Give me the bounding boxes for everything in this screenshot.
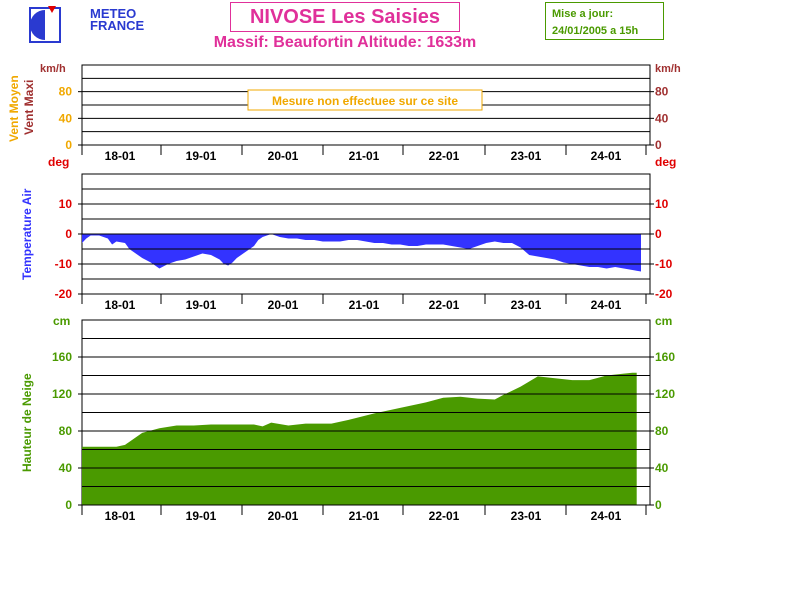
logo-text-meteo: METEO <box>90 6 137 21</box>
snow-grid <box>82 319 650 506</box>
y-tick-label: 40 <box>59 461 73 475</box>
y-tick-label: 40 <box>59 111 73 125</box>
y-tick-label: 0 <box>65 227 72 241</box>
x-tick-label: 21-01 <box>349 149 380 163</box>
x-tick-label: 19-01 <box>186 509 217 523</box>
temp-series-area <box>82 234 641 272</box>
y-tick-label: 40 <box>655 461 669 475</box>
x-tick-label: 19-01 <box>186 149 217 163</box>
x-tick-label: 22-01 <box>429 149 460 163</box>
page-subtitle: Massif: Beaufortin Altitude: 1633m <box>213 34 477 51</box>
snow-x-axis: 18-01 19-01 20-01 21-01 22-01 23-01 24-01 <box>81 505 647 523</box>
snow-unit-left: cm <box>53 314 70 328</box>
temp-unit-left: deg <box>48 155 69 169</box>
x-tick-label: 23-01 <box>511 149 542 163</box>
y-tick-label: 80 <box>655 85 669 99</box>
y-tick-label: 0 <box>65 138 72 152</box>
y-tick-label: 0 <box>655 227 662 241</box>
y-tick-label: 10 <box>59 197 73 211</box>
wind-grid <box>82 64 650 146</box>
y-tick-label: -20 <box>55 287 73 301</box>
snow-panel: 0 0 40 40 80 80 120 120 160 160 18-01 19-01 20-01 21… <box>20 314 675 523</box>
wind-x-axis: 18-01 19-01 20-01 21-01 22-01 23-01 24-01 <box>81 145 647 163</box>
temp-grid <box>82 173 650 295</box>
y-tick-label: 160 <box>655 350 675 364</box>
logo-emblem-icon <box>29 6 61 43</box>
x-tick-label: 20-01 <box>268 298 299 312</box>
x-tick-label: 24-01 <box>591 298 622 312</box>
x-tick-label: 21-01 <box>349 298 380 312</box>
update-label: Mise a jour: <box>552 8 614 20</box>
y-tick-label: 0 <box>65 498 72 512</box>
x-tick-label: 22-01 <box>429 298 460 312</box>
meteo-france-logo: METEO FRANCE <box>28 4 144 46</box>
x-tick-label: 21-01 <box>349 509 380 523</box>
y-tick-label: 160 <box>52 350 72 364</box>
update-date: 24/01/2005 a 15h <box>552 25 639 37</box>
snow-series-area <box>82 372 637 505</box>
y-tick-label: 80 <box>59 85 73 99</box>
y-tick-label: 80 <box>59 424 73 438</box>
y-tick-label: -10 <box>55 257 73 271</box>
x-tick-label: 22-01 <box>429 509 460 523</box>
x-tick-label: 19-01 <box>186 298 217 312</box>
page-title: NIVOSE Les Saisies <box>230 2 460 32</box>
x-tick-label: 20-01 <box>268 149 299 163</box>
y-tick-label: -20 <box>655 287 673 301</box>
x-tick-label: 24-01 <box>591 509 622 523</box>
x-tick-label: 18-01 <box>105 509 136 523</box>
temp-unit-right: deg <box>655 155 676 169</box>
wind-unit-right: km/h <box>655 63 681 75</box>
y-tick-label: 40 <box>655 111 669 125</box>
x-tick-label: 24-01 <box>591 149 622 163</box>
y-tick-label: 10 <box>655 197 669 211</box>
x-tick-label: 23-01 <box>511 509 542 523</box>
y-tick-label: 80 <box>655 424 669 438</box>
update-info-box: Mise a jour: 24/01/2005 a 15h <box>545 2 664 40</box>
x-tick-label: 20-01 <box>268 509 299 523</box>
x-tick-label: 18-01 <box>105 149 136 163</box>
wind-annotation-box <box>247 89 483 111</box>
wind-y-ticks: 0 0 40 40 80 80 <box>59 85 669 152</box>
x-tick-label: 18-01 <box>105 298 136 312</box>
logo-text-france: FRANCE <box>90 18 145 33</box>
wind-ylabel-moyen: Vent Moyen <box>7 75 21 142</box>
temp-y-ticks: -20 -20 -10 -10 0 0 10 10 <box>55 197 673 301</box>
temp-ylabel: Temperature Air <box>20 188 34 280</box>
y-tick-label: 120 <box>52 387 72 401</box>
y-tick-label: 0 <box>655 498 662 512</box>
snow-ylabel: Hauteur de Neige <box>20 373 34 472</box>
y-tick-label: -10 <box>655 257 673 271</box>
wind-ylabel-maxi: Vent Maxi <box>22 80 36 135</box>
snow-y-ticks: 0 0 40 40 80 80 120 120 160 160 <box>52 350 675 512</box>
temp-x-axis: 18-01 19-01 20-01 21-01 22-01 23-01 24-01 <box>81 294 647 312</box>
wind-annotation: Mesure non effectuee sur ce site <box>272 94 458 108</box>
y-tick-label: 120 <box>655 387 675 401</box>
wind-unit-left: km/h <box>40 63 66 75</box>
snow-unit-right: cm <box>655 314 672 328</box>
y-tick-label: 0 <box>655 138 662 152</box>
wind-panel: 0 0 40 40 80 80 18-01 19-01 20-01 21-01 22-01 23-0… <box>7 63 681 163</box>
temperature-panel: -20 -20 -10 -10 0 0 10 10 18-01 19-01 20-01 21-01 2… <box>20 155 676 312</box>
x-tick-label: 23-01 <box>511 298 542 312</box>
